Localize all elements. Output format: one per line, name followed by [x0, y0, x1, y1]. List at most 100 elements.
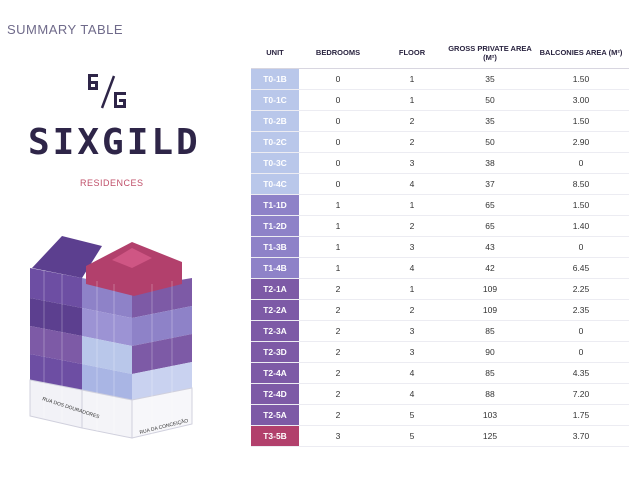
- gross-private-area-cell: 85: [447, 320, 533, 342]
- header-bedrooms: BEDROOMS: [299, 38, 377, 69]
- bedrooms-cell: 2: [299, 404, 377, 426]
- floor-cell: 4: [377, 173, 447, 195]
- gross-private-area-cell: 85: [447, 362, 533, 384]
- bedrooms-cell: 1: [299, 257, 377, 279]
- page-title: SUMMARY TABLE: [7, 22, 124, 37]
- building-illustration: RUA DOS DOURADORES RUA DA CONCEIÇÃO: [29, 236, 193, 439]
- balconies-area-cell: 1.50: [533, 194, 629, 216]
- balconies-area-cell: 2.90: [533, 131, 629, 153]
- table-row: T0-4C 0 4 37 8.50: [251, 173, 629, 195]
- bedrooms-cell: 2: [299, 362, 377, 384]
- floor-cell: 2: [377, 215, 447, 237]
- floor-cell: 5: [377, 404, 447, 426]
- unit-cell: T0-3C: [251, 152, 299, 174]
- gross-private-area-cell: 125: [447, 425, 533, 447]
- gross-private-area-cell: 42: [447, 257, 533, 279]
- table-row: T1-2D 1 2 65 1.40: [251, 215, 629, 237]
- unit-cell: T0-2B: [251, 110, 299, 132]
- table-row: T1-4B 1 4 42 6.45: [251, 257, 629, 279]
- unit-cell: T2-1A: [251, 278, 299, 300]
- balconies-area-cell: 1.40: [533, 215, 629, 237]
- brand-subtitle: RESIDENCES: [80, 178, 144, 188]
- unit-cell: T1-1D: [251, 194, 299, 216]
- balconies-area-cell: 3.00: [533, 89, 629, 111]
- unit-cell: T0-1C: [251, 89, 299, 111]
- floor-cell: 4: [377, 383, 447, 405]
- bedrooms-cell: 0: [299, 131, 377, 153]
- header-floor: FLOOR: [377, 38, 447, 69]
- floor-cell: 4: [377, 362, 447, 384]
- unit-cell: T0-4C: [251, 173, 299, 195]
- table-row: T2-3D 2 3 90 0: [251, 341, 629, 363]
- balconies-area-cell: 2.25: [533, 278, 629, 300]
- unit-cell: T0-1B: [251, 68, 299, 90]
- unit-cell: T1-4B: [251, 257, 299, 279]
- table-header-row: UNIT BEDROOMS FLOOR GROSS PRIVATE AREA (…: [251, 38, 629, 69]
- floor-cell: 2: [377, 110, 447, 132]
- header-gross-private-area: GROSS PRIVATE AREA (m²): [447, 38, 533, 69]
- unit-cell: T2-4D: [251, 383, 299, 405]
- brand-name: SIXGILD: [28, 122, 201, 163]
- sixgild-logo-icon: [88, 74, 126, 109]
- unit-cell: T2-3A: [251, 320, 299, 342]
- table-row: T2-3A 2 3 85 0: [251, 320, 629, 342]
- bedrooms-cell: 0: [299, 68, 377, 90]
- bedrooms-cell: 1: [299, 236, 377, 258]
- floor-cell: 1: [377, 89, 447, 111]
- unit-cell: T3-5B: [251, 425, 299, 447]
- gross-private-area-cell: 88: [447, 383, 533, 405]
- bedrooms-cell: 0: [299, 89, 377, 111]
- table-row: T1-3B 1 3 43 0: [251, 236, 629, 258]
- floor-cell: 1: [377, 278, 447, 300]
- balconies-area-cell: 3.70: [533, 425, 629, 447]
- floor-cell: 3: [377, 341, 447, 363]
- gross-private-area-cell: 38: [447, 152, 533, 174]
- gross-private-area-cell: 103: [447, 404, 533, 426]
- header-balconies-area: BALCONIES AREA (m²): [533, 38, 629, 69]
- balconies-area-cell: 8.50: [533, 173, 629, 195]
- table-row: T0-3C 0 3 38 0: [251, 152, 629, 174]
- floor-cell: 5: [377, 425, 447, 447]
- balconies-area-cell: 0: [533, 236, 629, 258]
- bedrooms-cell: 2: [299, 278, 377, 300]
- table-row: T2-4D 2 4 88 7.20: [251, 383, 629, 405]
- bedrooms-cell: 2: [299, 383, 377, 405]
- floor-cell: 3: [377, 152, 447, 174]
- bedrooms-cell: 3: [299, 425, 377, 447]
- table-row: T0-2B 0 2 35 1.50: [251, 110, 629, 132]
- table-row: T2-2A 2 2 109 2.35: [251, 299, 629, 321]
- table-row: T3-5B 3 5 125 3.70: [251, 425, 629, 447]
- unit-cell: T1-2D: [251, 215, 299, 237]
- bedrooms-cell: 0: [299, 173, 377, 195]
- bedrooms-cell: 0: [299, 152, 377, 174]
- table-row: T2-1A 2 1 109 2.25: [251, 278, 629, 300]
- gross-private-area-cell: 35: [447, 110, 533, 132]
- bedrooms-cell: 1: [299, 215, 377, 237]
- floor-cell: 2: [377, 299, 447, 321]
- balconies-area-cell: 0: [533, 320, 629, 342]
- gross-private-area-cell: 65: [447, 194, 533, 216]
- gross-private-area-cell: 109: [447, 299, 533, 321]
- table-row: T0-2C 0 2 50 2.90: [251, 131, 629, 153]
- floor-cell: 1: [377, 68, 447, 90]
- floor-cell: 4: [377, 257, 447, 279]
- floor-cell: 3: [377, 320, 447, 342]
- balconies-area-cell: 0: [533, 152, 629, 174]
- table-row: T2-4A 2 4 85 4.35: [251, 362, 629, 384]
- balconies-area-cell: 4.35: [533, 362, 629, 384]
- bedrooms-cell: 2: [299, 341, 377, 363]
- unit-cell: T1-3B: [251, 236, 299, 258]
- unit-cell: T0-2C: [251, 131, 299, 153]
- table-row: T0-1C 0 1 50 3.00: [251, 89, 629, 111]
- unit-cell: T2-2A: [251, 299, 299, 321]
- bedrooms-cell: 1: [299, 194, 377, 216]
- gross-private-area-cell: 109: [447, 278, 533, 300]
- gross-private-area-cell: 50: [447, 89, 533, 111]
- balconies-area-cell: 6.45: [533, 257, 629, 279]
- gross-private-area-cell: 37: [447, 173, 533, 195]
- balconies-area-cell: 1.50: [533, 110, 629, 132]
- gross-private-area-cell: 90: [447, 341, 533, 363]
- gross-private-area-cell: 50: [447, 131, 533, 153]
- bedrooms-cell: 2: [299, 320, 377, 342]
- bedrooms-cell: 2: [299, 299, 377, 321]
